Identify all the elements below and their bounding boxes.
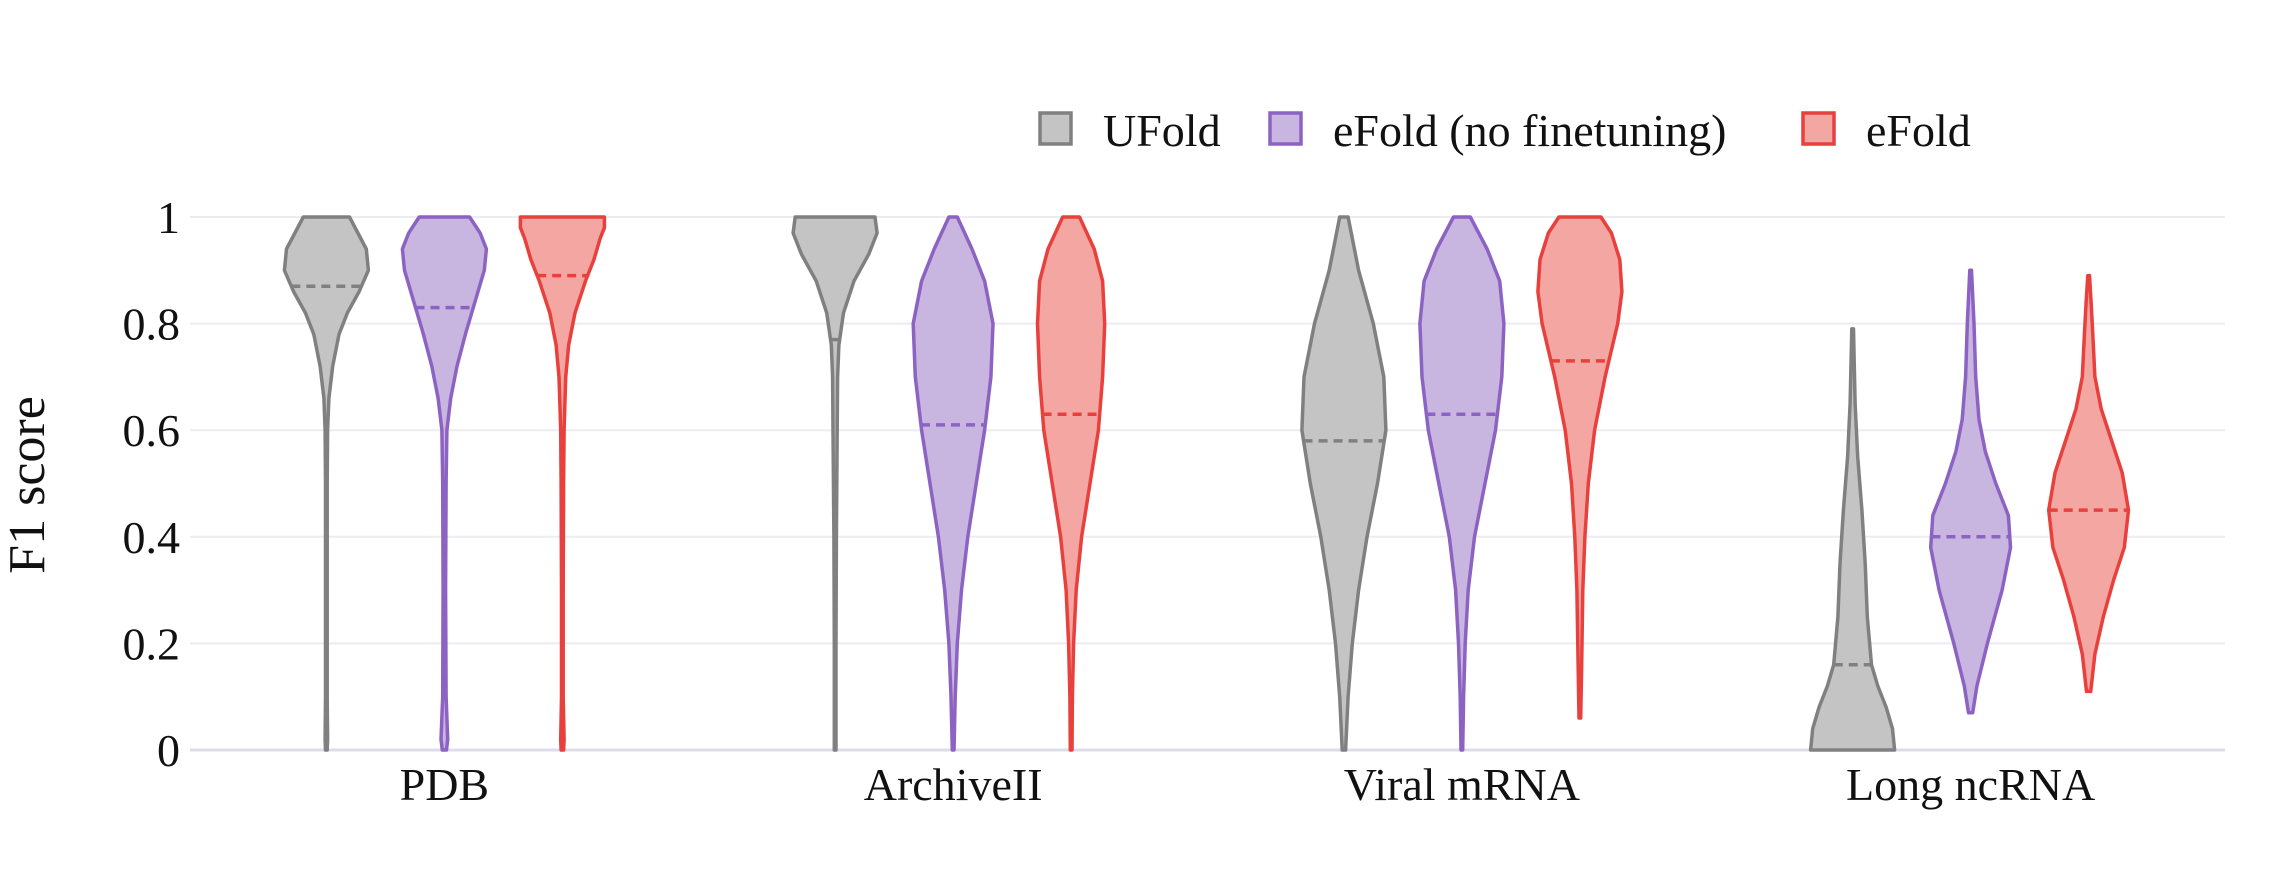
legend-label: eFold <box>1866 105 1971 156</box>
x-tick-label: Long ncRNA <box>1846 759 2095 810</box>
grid-lines <box>190 216 2225 752</box>
violin-efold-viral-mrna <box>1536 215 1624 720</box>
violin-ufold-archiveii <box>791 215 879 752</box>
violin-efold-no-finetuning-pdb <box>400 215 489 752</box>
y-tick-label: 0.8 <box>123 299 181 350</box>
violin-ufold-long-ncrna <box>1808 327 1897 752</box>
x-axis-ticks: PDB ArchiveII Viral mRNA Long ncRNA <box>400 759 2096 810</box>
y-tick-label: 0.2 <box>123 618 181 669</box>
x-tick-label: Viral mRNA <box>1344 759 1580 810</box>
y-tick-label: 1 <box>157 192 180 243</box>
violin-efold-no-finetuning-long-ncrna <box>1928 268 2013 715</box>
y-axis-ticks: 0 0.2 0.4 0.6 0.8 1 <box>123 192 181 776</box>
y-tick-label: 0.4 <box>123 512 181 563</box>
legend: UFold eFold (no finetuning) eFold <box>1038 105 1971 156</box>
legend-label: UFold <box>1103 105 1221 156</box>
x-tick-label: ArchiveII <box>864 759 1043 810</box>
violin-efold-archiveii <box>1035 215 1107 752</box>
violin-efold-no-finetuning-viral-mrna <box>1418 215 1506 752</box>
violin-ufold-viral-mrna <box>1300 215 1388 752</box>
x-tick-label: PDB <box>400 759 489 810</box>
legend-swatch <box>1268 111 1303 146</box>
violin-efold-long-ncrna <box>2046 273 2131 694</box>
y-tick-label: 0 <box>157 725 180 776</box>
legend-swatch <box>1038 111 1073 146</box>
legend-label: eFold (no finetuning) <box>1333 105 1727 156</box>
violin-ufold-pdb <box>282 215 371 752</box>
violin-efold-no-finetuning-archiveii <box>911 215 995 752</box>
violin-plot-area <box>282 215 2131 752</box>
violin-efold-pdb <box>518 215 607 752</box>
y-axis-label: F1 score <box>0 396 56 574</box>
legend-swatch <box>1801 111 1836 146</box>
y-tick-label: 0.6 <box>123 405 181 456</box>
